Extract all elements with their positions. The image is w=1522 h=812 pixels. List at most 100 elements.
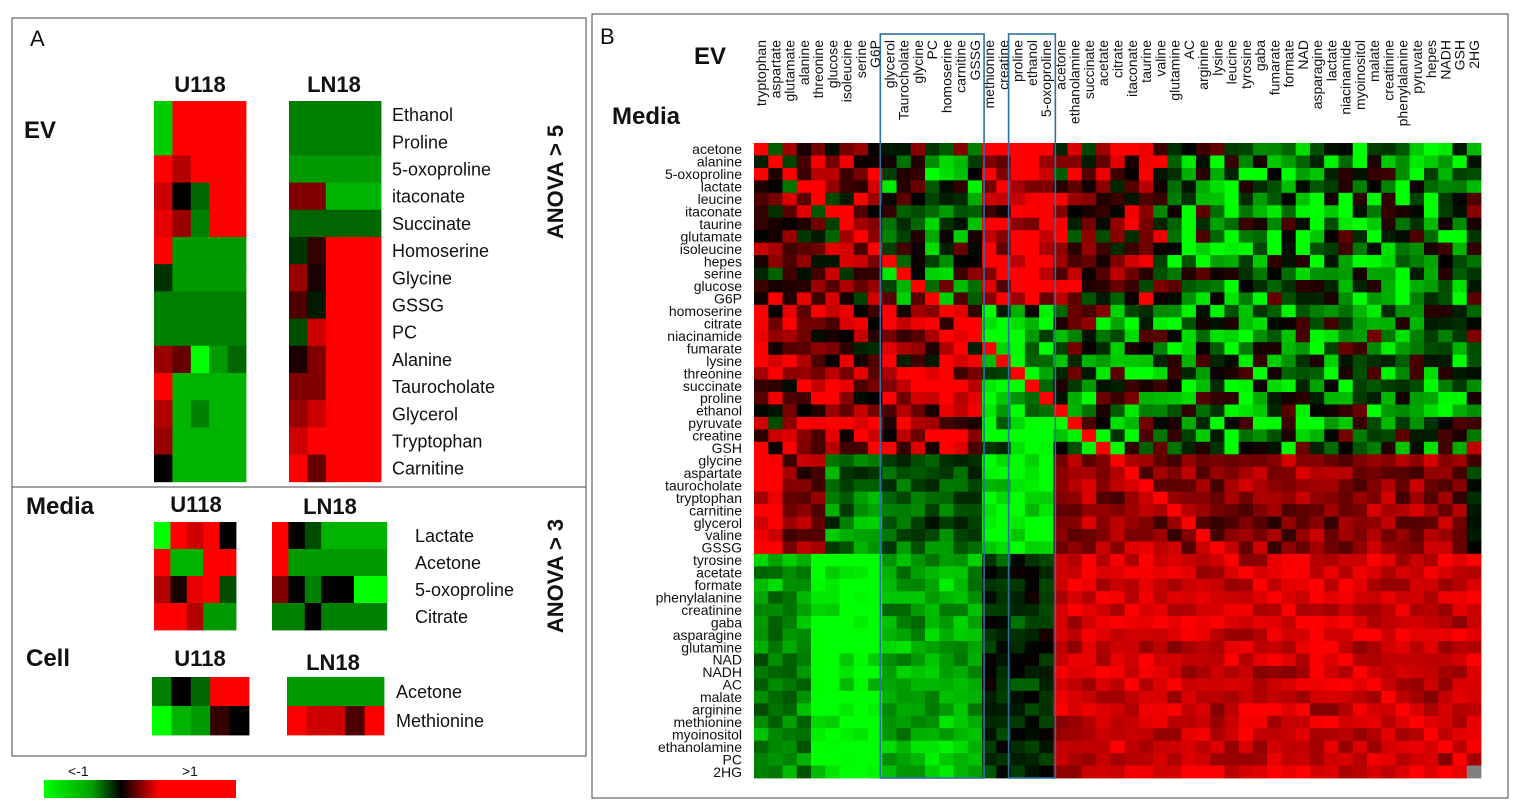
b-cell xyxy=(982,566,997,580)
b-cell xyxy=(1452,566,1468,580)
media-ln18-heatmap xyxy=(272,522,388,631)
b-row-label: gaba xyxy=(711,614,742,630)
b-cell xyxy=(1466,753,1482,766)
b-cell xyxy=(1366,429,1382,443)
b-cell xyxy=(1195,703,1211,717)
b-cell xyxy=(939,416,954,430)
b-cell xyxy=(1466,678,1482,692)
b-cell xyxy=(910,516,926,530)
b-cell xyxy=(754,416,769,430)
b-cell xyxy=(1252,267,1268,281)
b-cell xyxy=(1267,292,1282,306)
b-row-label: 5-oxoproline xyxy=(665,166,742,182)
b-cell xyxy=(1438,765,1453,779)
b-cell xyxy=(896,578,912,592)
media-section-title: Media xyxy=(26,493,95,520)
b-cell xyxy=(1324,329,1339,343)
b-cell xyxy=(910,217,926,231)
b-cell xyxy=(1395,753,1411,766)
b-cell xyxy=(1053,279,1069,293)
b-column-label: citrate xyxy=(1110,40,1126,78)
b-cell xyxy=(1067,715,1083,729)
b-cell xyxy=(925,578,940,592)
b-cell xyxy=(1181,317,1197,331)
b-cell xyxy=(1352,715,1368,729)
b-cell xyxy=(996,591,1011,605)
b-cell xyxy=(868,553,883,567)
b-cell xyxy=(1395,429,1411,443)
b-cell xyxy=(1438,703,1453,717)
b-cell xyxy=(782,217,798,231)
b-cell xyxy=(811,665,826,679)
media-u118-cell xyxy=(170,522,188,550)
b-cell xyxy=(754,703,769,717)
b-cell xyxy=(1366,653,1382,667)
b-cell xyxy=(1067,703,1083,717)
media-ln18-cell xyxy=(337,522,355,550)
b-cell xyxy=(1423,416,1439,430)
b-cell xyxy=(1096,392,1111,405)
b-cell xyxy=(1224,317,1240,331)
b-cell xyxy=(1324,566,1339,580)
b-cell xyxy=(1352,292,1368,306)
b-cell xyxy=(768,603,783,617)
b-cell xyxy=(1053,566,1069,580)
b-column-label: acetate xyxy=(1095,40,1111,86)
b-cell xyxy=(1195,765,1211,779)
b-cell xyxy=(1409,715,1425,729)
b-cell xyxy=(1195,367,1211,380)
b-cell xyxy=(768,416,783,430)
b-cell xyxy=(754,354,769,368)
b-cell xyxy=(1181,578,1197,592)
b-cell xyxy=(1423,715,1439,729)
b-cell xyxy=(853,267,869,281)
b-cell xyxy=(910,553,926,567)
b-cell xyxy=(1309,267,1325,281)
ev-u118-cell xyxy=(190,345,210,374)
b-cell xyxy=(1452,616,1468,629)
b-cell xyxy=(1210,342,1225,356)
b-cell xyxy=(1324,504,1339,517)
b-cell xyxy=(1010,354,1026,368)
b-cell xyxy=(925,641,940,654)
row-label: Carnitine xyxy=(392,459,464,479)
b-cell xyxy=(1409,292,1425,306)
b-cell xyxy=(754,267,769,281)
ev-u118-cell xyxy=(209,373,228,401)
b-cell xyxy=(1267,143,1282,156)
b-cell xyxy=(1409,155,1425,169)
b-cell xyxy=(839,379,855,393)
b-cell xyxy=(1024,217,1040,231)
b-cell xyxy=(1053,628,1069,642)
b-cell xyxy=(1067,541,1083,555)
media-ln18-cell xyxy=(288,576,306,604)
b-cell xyxy=(1267,192,1282,206)
b-cell xyxy=(1352,267,1368,281)
b-cell xyxy=(1138,653,1154,667)
b-cell xyxy=(1238,292,1254,306)
b-cell xyxy=(910,528,926,542)
b-cell xyxy=(1395,441,1411,455)
b-cell xyxy=(1081,628,1097,642)
b-cell xyxy=(1110,753,1126,766)
b-cell xyxy=(1281,753,1297,766)
b-cell xyxy=(1438,167,1453,181)
b-cell xyxy=(1024,180,1040,194)
b-cell xyxy=(1452,665,1468,679)
b-cell xyxy=(1324,765,1339,779)
b-cell xyxy=(939,155,954,169)
b-cell xyxy=(1281,553,1297,567)
b-cell xyxy=(953,317,969,331)
b-cell xyxy=(1096,653,1111,667)
b-cell xyxy=(1181,541,1197,555)
b-cell xyxy=(1423,553,1439,567)
b-cell xyxy=(996,479,1011,493)
b-cell xyxy=(953,728,969,742)
b-cell xyxy=(796,616,812,629)
b-cell xyxy=(953,155,969,169)
b-cell xyxy=(1124,504,1140,517)
b-cell xyxy=(1210,379,1225,393)
b-cell xyxy=(982,466,997,480)
b-cell xyxy=(1210,180,1225,194)
ev-u118-cell xyxy=(172,318,192,347)
